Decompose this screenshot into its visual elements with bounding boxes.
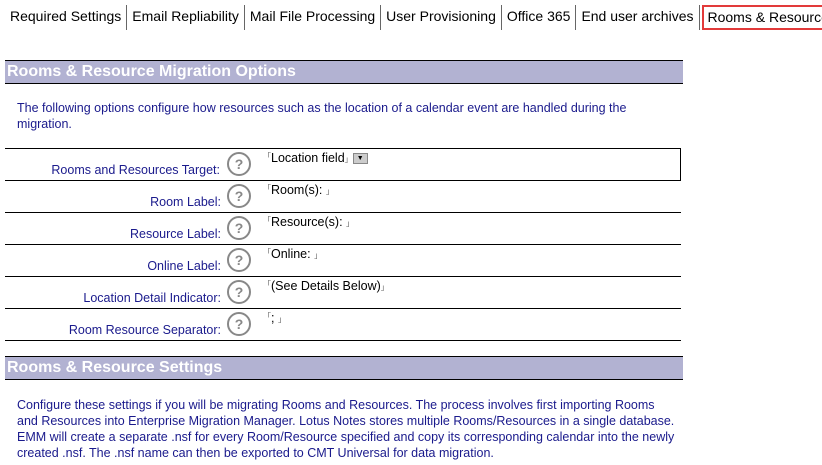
tab-mail-file-processing[interactable]: Mail File Processing — [245, 5, 382, 30]
tab-office-365[interactable]: Office 365 — [502, 5, 577, 30]
option-label: Online Label: — [147, 259, 221, 273]
field-open-bracket-icon: 「 — [263, 216, 271, 225]
option-value: Location field — [271, 151, 345, 165]
section-heading-settings: Rooms & Resource Settings — [5, 356, 683, 380]
tab-user-provisioning[interactable]: User Provisioning — [381, 5, 502, 30]
option-value: Room(s): — [271, 183, 326, 197]
option-label: Room Label: — [150, 195, 221, 209]
option-label: Rooms and Resources Target: — [51, 163, 220, 177]
help-icon[interactable]: ? — [227, 312, 251, 336]
option-field[interactable]: 「Room(s): 」 — [263, 183, 334, 197]
migration-options-intro: The following options configure how reso… — [17, 101, 627, 131]
section-heading-migration-options: Rooms & Resource Migration Options — [5, 60, 683, 84]
tab-required-settings[interactable]: Required Settings — [5, 5, 128, 30]
field-close-bracket-icon: 」 — [344, 155, 353, 164]
field-close-bracket-icon: 」 — [314, 251, 323, 260]
field-close-bracket-icon: 」 — [380, 283, 389, 292]
tab-bar: Required Settings Email Repliability Mai… — [5, 5, 822, 30]
tab-email-repliability[interactable]: Email Repliability — [127, 5, 245, 30]
option-row: Online Label: ? 「Online: 」 — [5, 245, 681, 277]
option-value: ; — [271, 311, 278, 325]
option-field[interactable]: 「Online: 」 — [263, 247, 322, 261]
option-field[interactable]: 「Location field」 ▼ — [263, 151, 368, 165]
help-icon[interactable]: ? — [227, 152, 251, 176]
option-label: Resource Label: — [129, 227, 221, 241]
option-value: Resource(s): — [271, 215, 347, 229]
options-table: Rooms and Resources Target: ? 「Location … — [5, 148, 681, 341]
option-row: Room Resource Separator: ? 「; 」 — [5, 309, 681, 341]
option-field[interactable]: 「Resource(s): 」 — [263, 215, 354, 229]
option-label: Room Resource Separator: — [68, 323, 221, 337]
field-open-bracket-icon: 「 — [263, 184, 271, 193]
dropdown-arrow-icon[interactable]: ▼ — [352, 153, 368, 165]
tab-end-user-archives[interactable]: End user archives — [576, 5, 700, 30]
option-row: Room Label: ? 「Room(s): 」 — [5, 181, 681, 213]
field-open-bracket-icon: 「 — [263, 248, 271, 257]
help-icon[interactable]: ? — [227, 248, 251, 272]
option-row: Resource Label: ? 「Resource(s): 」 — [5, 213, 681, 245]
field-open-bracket-icon: 「 — [263, 152, 271, 161]
option-row: Rooms and Resources Target: ? 「Location … — [5, 148, 681, 181]
option-value: (See Details Below) — [271, 279, 381, 293]
settings-intro: Configure these settings if you will be … — [17, 398, 675, 460]
help-icon[interactable]: ? — [227, 216, 251, 240]
field-close-bracket-icon: 」 — [325, 187, 334, 196]
option-label: Location Detail Indicator: — [83, 291, 221, 305]
field-close-bracket-icon: 」 — [277, 315, 286, 324]
help-icon[interactable]: ? — [227, 280, 251, 304]
field-close-bracket-icon: 」 — [346, 219, 355, 228]
option-value: Online: — [271, 247, 315, 261]
option-row: Location Detail Indicator: ? 「(See Detai… — [5, 277, 681, 309]
option-field[interactable]: 「(See Details Below)」 — [263, 279, 389, 293]
option-field[interactable]: 「; 」 — [263, 311, 286, 325]
tab-rooms-resources[interactable]: Rooms & Resources — [701, 5, 822, 30]
field-open-bracket-icon: 「 — [263, 312, 271, 321]
field-open-bracket-icon: 「 — [263, 280, 271, 289]
help-icon[interactable]: ? — [227, 184, 251, 208]
